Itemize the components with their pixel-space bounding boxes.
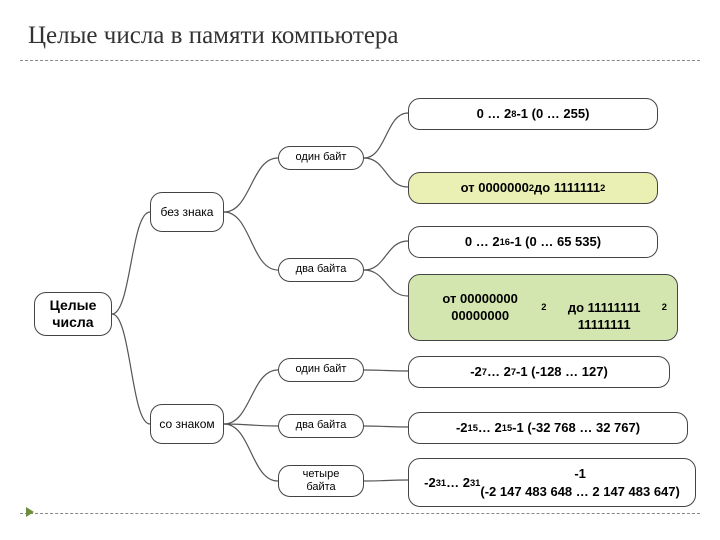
node-s_word: два байта xyxy=(278,414,364,438)
leaf-L5: -27 … 27-1 (-128 … 127) xyxy=(408,356,670,388)
page-title: Целые числа в памяти компьютера xyxy=(28,22,399,50)
node-signed: со знаком xyxy=(150,404,224,444)
node-s_byte: один байт xyxy=(278,358,364,382)
node-u_word: два байта xyxy=(278,258,364,282)
node-root: Целые числа xyxy=(34,292,112,336)
leaf-L4: от 00000000 000000002до 11111111 1111111… xyxy=(408,274,678,341)
leaf-L3: 0 … 216-1 (0 … 65 535) xyxy=(408,226,658,258)
divider-bottom xyxy=(20,513,700,514)
leaf-L2: от 00000002 до 11111112 xyxy=(408,172,658,204)
leaf-L6: -215 … 215-1 (-32 768 … 32 767) xyxy=(408,412,688,444)
node-unsigned: без знака xyxy=(150,192,224,232)
leaf-L7: -231 … 231-1(-2 147 483 648 … 2 147 483 … xyxy=(408,458,696,507)
slide-bullet xyxy=(26,507,34,517)
divider-top xyxy=(20,60,700,61)
leaf-L1: 0 … 28-1 (0 … 255) xyxy=(408,98,658,130)
node-u_byte: один байт xyxy=(278,146,364,170)
node-s_dword: четыре байта xyxy=(278,465,364,497)
